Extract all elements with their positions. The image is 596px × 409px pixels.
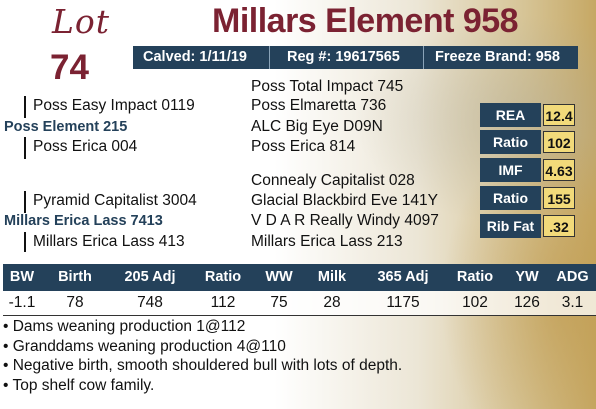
pedigree-sd: Poss Erica 004 [33, 138, 138, 155]
pedigree-dam: Millars Erica Lass 7413 [4, 213, 163, 229]
carcass-value: 12.4 [543, 104, 575, 126]
carcass-label: Ratio [480, 130, 541, 154]
pedigree-ddd: Millars Erica Lass 213 [251, 233, 403, 250]
column-header: WW [265, 269, 293, 285]
table-cell: 1175 [386, 294, 420, 311]
table-cell: 28 [323, 294, 341, 311]
pedigree-ss: Poss Easy Impact 0119 [33, 97, 195, 114]
carcass-label: Ratio [480, 186, 541, 210]
column-header: 205 Adj [124, 269, 176, 285]
column-header: Ratio [456, 269, 494, 285]
pedigree-sire: Poss Element 215 [4, 119, 128, 135]
carcass-value: 155 [543, 187, 575, 209]
carcass-row: IMF 4.63 [480, 158, 577, 182]
pedigree-dd: Millars Erica Lass 413 [33, 233, 185, 250]
carcass-row: Ratio 102 [480, 130, 577, 154]
performance-values: -1.1 78 748 112 75 28 1175 102 126 3.1 [3, 291, 596, 316]
column-header: BW [9, 269, 35, 285]
note-item: • Dams weaning production 1@112 [3, 318, 246, 335]
table-cell: -1.1 [8, 294, 36, 311]
animal-name: Millars Element 958 [212, 2, 519, 40]
column-header: Milk [317, 269, 347, 285]
carcass-value: 102 [543, 131, 575, 153]
note-item: • Granddams weaning production 4@110 [3, 337, 286, 355]
table-cell: 75 [270, 294, 288, 311]
note-item: • Negative birth, smooth shouldered bull… [3, 357, 403, 374]
table-cell: 112 [210, 294, 236, 311]
pedigree-line [24, 232, 26, 252]
calved-date: Calved: 1/11/19 [143, 49, 247, 65]
carcass-value: 4.63 [543, 159, 575, 181]
note-item: • Top shelf cow family. [3, 376, 155, 394]
pedigree-line [24, 137, 26, 159]
column-header: YW [515, 269, 539, 285]
carcass-label: Rib Fat [480, 214, 541, 238]
table-cell: 3.1 [561, 294, 584, 311]
performance-header: BW Birth 205 Adj Ratio WW Milk 365 Adj R… [3, 264, 596, 291]
column-header: 365 Adj [377, 269, 429, 285]
pedigree-sss: Poss Total Impact 745 [251, 78, 404, 95]
column-header: ADG [556, 269, 589, 285]
column-header: Birth [58, 269, 92, 285]
pedigree-dss: Connealy Capitalist 028 [251, 172, 415, 189]
carcass-value: .32 [543, 215, 575, 237]
carcass-row: REA 12.4 [480, 103, 577, 127]
pedigree-sds: ALC Big Eye D09N [251, 118, 383, 135]
carcass-label: IMF [480, 158, 541, 182]
lot-number: 74 [50, 48, 89, 87]
registration-number: Reg #: 19617565 [287, 49, 400, 65]
pedigree-dds: V D A R Really Windy 4097 [251, 212, 439, 229]
lot-label: Lot [52, 2, 111, 41]
pedigree-line [24, 191, 26, 213]
carcass-row: Rib Fat .32 [480, 214, 577, 238]
pedigree-dsd: Glacial Blackbird Eve 141Y [251, 192, 438, 209]
table-cell: 78 [66, 294, 84, 311]
carcass-label: REA [480, 103, 541, 127]
table-cell: 102 [462, 294, 488, 311]
column-header: Ratio [204, 269, 242, 285]
carcass-row: Ratio 155 [480, 186, 577, 210]
info-divider [423, 46, 424, 69]
pedigree-sdd: Poss Erica 814 [251, 138, 356, 155]
info-divider [269, 46, 270, 69]
table-cell: 748 [137, 294, 163, 311]
table-cell: 126 [514, 294, 540, 311]
freeze-brand: Freeze Brand: 958 [435, 49, 560, 65]
notes-list: • Dams weaning production 1@112 • Grandd… [3, 317, 402, 395]
carcass-data: REA 12.4 Ratio 102 IMF 4.63 Ratio 155 Ri… [480, 100, 577, 240]
pedigree-ds: Pyramid Capitalist 3004 [33, 192, 197, 209]
pedigree-ssd: Poss Elmaretta 736 [251, 97, 387, 114]
info-bar: Calved: 1/11/19 Reg #: 19617565 Freeze B… [133, 46, 578, 69]
pedigree-line [24, 96, 26, 118]
